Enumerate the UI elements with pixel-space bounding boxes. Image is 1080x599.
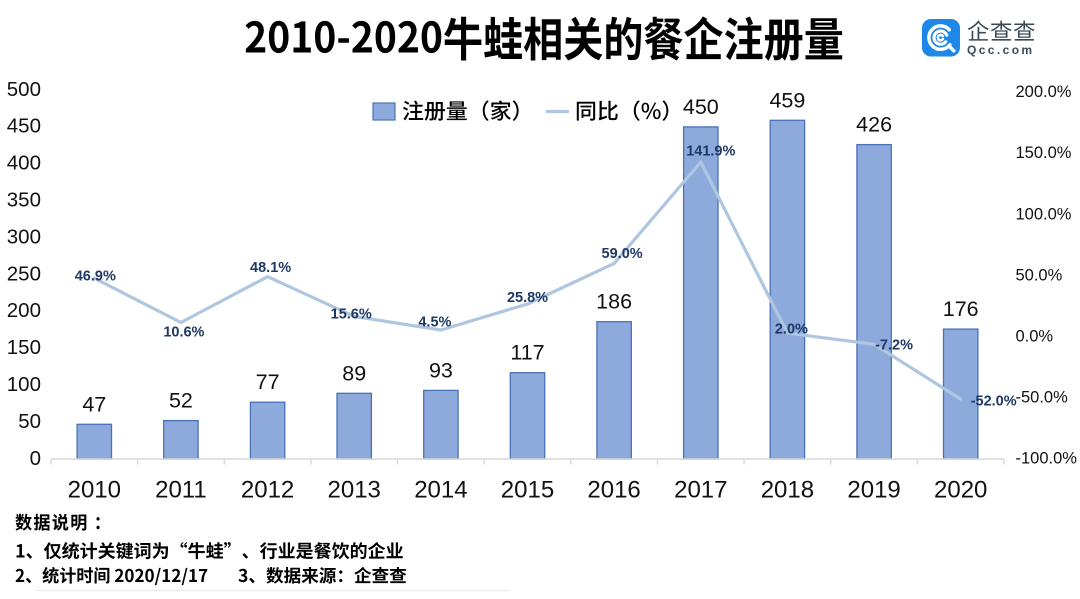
svg-text:2017: 2017 [674, 477, 727, 504]
svg-text:48.1%: 48.1% [250, 260, 291, 276]
svg-text:141.9%: 141.9% [686, 144, 735, 160]
svg-text:2019: 2019 [847, 477, 900, 504]
svg-text:350: 350 [7, 189, 41, 212]
svg-text:2013: 2013 [328, 477, 381, 504]
svg-text:50.0%: 50.0% [1016, 266, 1063, 284]
svg-text:450: 450 [7, 115, 41, 138]
svg-text:2010: 2010 [68, 477, 121, 504]
svg-text:-50.0%: -50.0% [1016, 389, 1069, 407]
svg-text:2016: 2016 [587, 477, 640, 504]
svg-text:426: 426 [856, 113, 892, 137]
svg-text:200.0%: 200.0% [1016, 83, 1072, 101]
svg-text:25.8%: 25.8% [507, 290, 548, 306]
svg-text:77: 77 [256, 370, 280, 394]
svg-text:46.9%: 46.9% [75, 269, 116, 285]
svg-text:2014: 2014 [414, 477, 467, 504]
svg-text:150.0%: 150.0% [1016, 144, 1072, 162]
svg-text:2.0%: 2.0% [775, 321, 808, 337]
svg-text:0: 0 [30, 447, 41, 470]
svg-text:-52.0%: -52.0% [971, 394, 1017, 410]
svg-text:459: 459 [769, 88, 805, 112]
svg-text:59.0%: 59.0% [602, 246, 643, 262]
svg-text:50: 50 [18, 410, 41, 433]
svg-text:200: 200 [7, 299, 41, 322]
svg-text:100: 100 [7, 373, 41, 396]
svg-text:176: 176 [943, 297, 979, 321]
svg-text:Qcc.com: Qcc.com [967, 43, 1035, 57]
svg-text:0.0%: 0.0% [1016, 328, 1054, 346]
svg-text:2020: 2020 [934, 477, 987, 504]
svg-text:4.5%: 4.5% [418, 315, 451, 331]
svg-text:450: 450 [683, 95, 719, 119]
svg-text:250: 250 [7, 262, 41, 285]
svg-text:15.6%: 15.6% [331, 307, 372, 323]
svg-text:52: 52 [169, 389, 193, 413]
svg-text:47: 47 [82, 392, 106, 416]
svg-text:93: 93 [429, 358, 453, 382]
svg-text:186: 186 [596, 290, 632, 314]
svg-text:2012: 2012 [241, 477, 294, 504]
svg-text:-100.0%: -100.0% [1016, 450, 1078, 468]
svg-text:2018: 2018 [761, 477, 814, 504]
svg-text:10.6%: 10.6% [163, 325, 204, 341]
svg-text:2011: 2011 [155, 477, 207, 504]
svg-text:500: 500 [7, 78, 41, 101]
svg-text:89: 89 [342, 361, 366, 385]
svg-text:-7.2%: -7.2% [875, 337, 913, 353]
svg-text:400: 400 [7, 152, 41, 175]
svg-text:117: 117 [510, 341, 544, 365]
svg-text:100.0%: 100.0% [1016, 205, 1072, 223]
svg-text:300: 300 [7, 225, 41, 248]
svg-text:150: 150 [7, 336, 41, 359]
svg-text:2015: 2015 [501, 477, 554, 504]
